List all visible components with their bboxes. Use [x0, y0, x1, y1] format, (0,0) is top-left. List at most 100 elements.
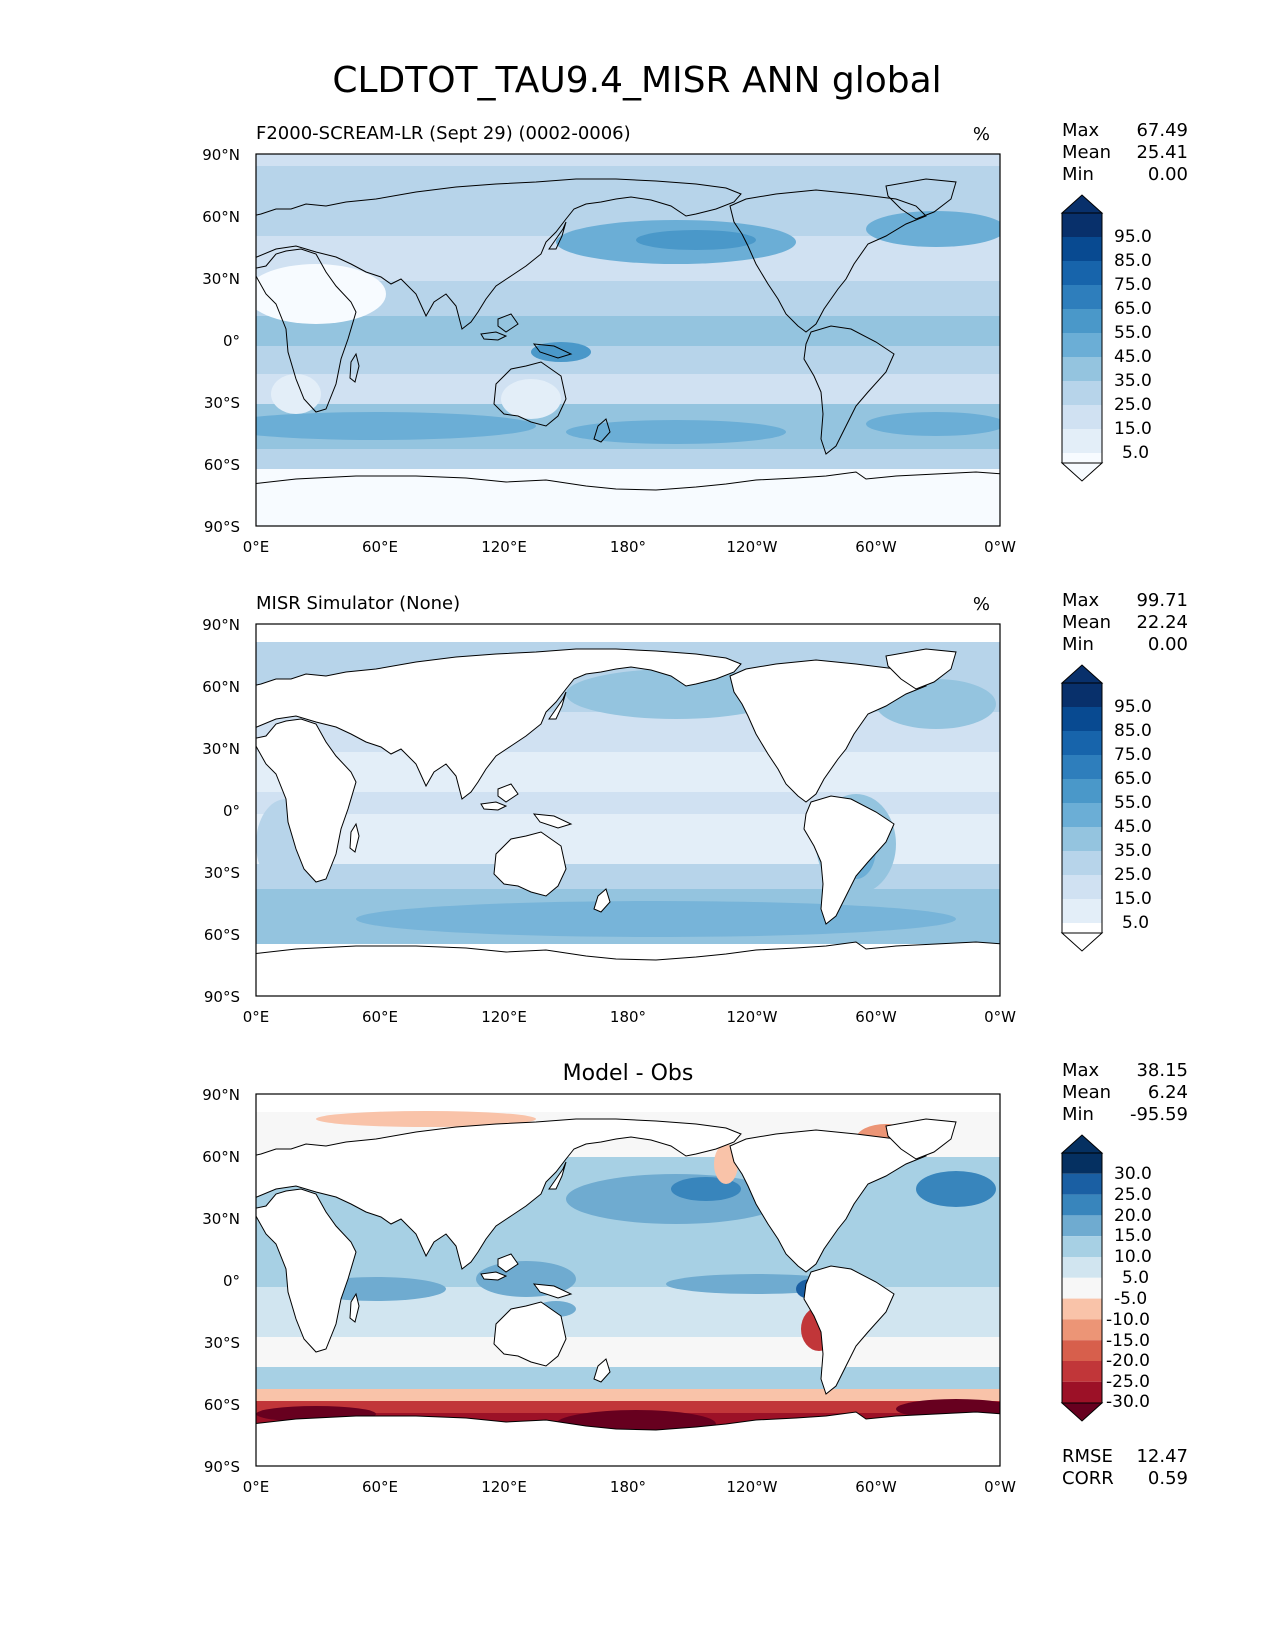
- colorbar-tick: 10.0: [1114, 1247, 1152, 1267]
- y-tick-label: 90°S: [204, 518, 240, 536]
- colorbar-tick: 15.0: [1114, 419, 1152, 439]
- y-tick-label: 30°S: [204, 394, 240, 412]
- map-field: [256, 1094, 1000, 1466]
- colorbar-tick: 85.0: [1114, 721, 1152, 741]
- y-tick-label: 90°S: [204, 988, 240, 1006]
- colorbar-tick: 55.0: [1114, 323, 1152, 343]
- stat-max-value: 99.71: [1136, 590, 1188, 611]
- colorbar-extend-bottom: [1060, 1402, 1104, 1422]
- stat-mean-value: 25.41: [1136, 142, 1188, 163]
- stat-min-value: 0.00: [1148, 164, 1188, 185]
- colorbar-tick: 75.0: [1114, 745, 1152, 765]
- x-tick-label: 0°W: [984, 1008, 1016, 1026]
- stat-max-label: Max: [1062, 120, 1100, 141]
- x-axis: 0°E 60°E 120°E 180° 120°W 60°W 0°W: [243, 1478, 1016, 1496]
- stat-min-value: -95.59: [1130, 1104, 1188, 1125]
- y-tick-label: 90°N: [202, 146, 240, 164]
- y-tick-label: 30°S: [204, 864, 240, 882]
- colorbar-tick: -10.0: [1106, 1310, 1150, 1330]
- x-tick-label: 120°E: [481, 538, 527, 556]
- x-tick-label: 0°W: [984, 538, 1016, 556]
- colorbar-tick: 20.0: [1114, 1206, 1152, 1226]
- stat-mean-value: 22.24: [1136, 612, 1188, 633]
- x-tick-label: 120°E: [481, 1478, 527, 1496]
- y-axis: 90°N 60°N 30°N 0° 30°S 60°S 90°S: [202, 146, 240, 536]
- x-tick-label: 60°W: [855, 1008, 897, 1026]
- y-tick-label: 90°S: [204, 1458, 240, 1476]
- x-tick-label: 120°E: [481, 1008, 527, 1026]
- colorbar-extend-top: [1060, 194, 1104, 214]
- colorbar-tick: 75.0: [1114, 275, 1152, 295]
- colorbar-tick: 15.0: [1114, 889, 1152, 909]
- y-tick-label: 30°N: [202, 1210, 240, 1228]
- y-tick-label: 60°S: [204, 1396, 240, 1414]
- colorbar-tick: -15.0: [1106, 1331, 1150, 1351]
- corr-value: 0.59: [1148, 1468, 1188, 1489]
- stat-mean-value: 6.24: [1148, 1082, 1188, 1103]
- metrics-block: RMSE 12.47 CORR 0.59: [1062, 1446, 1188, 1489]
- x-tick-label: 0°E: [243, 538, 270, 556]
- colorbar-tick: 55.0: [1114, 793, 1152, 813]
- stat-mean-label: Mean: [1062, 142, 1111, 163]
- colorbar-tick: 25.0: [1114, 1185, 1152, 1205]
- stat-min-label: Min: [1062, 1104, 1094, 1125]
- stat-max-label: Max: [1062, 1060, 1100, 1081]
- panel-title: Model - Obs: [563, 1061, 694, 1086]
- colorbar-tick: -25.0: [1106, 1372, 1150, 1392]
- colorbar-tick: 30.0: [1114, 1164, 1152, 1184]
- stat-mean-label: Mean: [1062, 612, 1111, 633]
- y-tick-label: 60°N: [202, 1148, 240, 1166]
- colorbar-tick: 45.0: [1114, 347, 1152, 367]
- stat-max-label: Max: [1062, 590, 1100, 611]
- x-tick-label: 180°: [610, 1478, 646, 1496]
- panel-reference: MISR Simulator (None) %: [202, 590, 1188, 1026]
- y-tick-label: 60°N: [202, 678, 240, 696]
- colorbar-tick: 85.0: [1114, 251, 1152, 271]
- stat-min-value: 0.00: [1148, 634, 1188, 655]
- colorbar-tick: 25.0: [1114, 395, 1152, 415]
- stat-max-value: 67.49: [1136, 120, 1188, 141]
- stat-max-value: 38.15: [1136, 1060, 1188, 1081]
- y-tick-label: 90°N: [202, 616, 240, 634]
- colorbar-tick: 35.0: [1114, 371, 1152, 391]
- colorbar-extend-bottom: [1060, 462, 1104, 482]
- colorbar: 30.0 25.0 20.0 15.0 10.0 5.0 -5.0 -10.0 …: [1060, 1134, 1152, 1422]
- y-tick-label: 90°N: [202, 1086, 240, 1104]
- corr-label: CORR: [1062, 1468, 1114, 1489]
- colorbar-tick: 15.0: [1114, 1226, 1152, 1246]
- panel-title: F2000-SCREAM-LR (Sept 29) (0002-0006): [256, 123, 631, 144]
- y-axis: 90°N 60°N 30°N 0° 30°S 60°S 90°S: [202, 1086, 240, 1476]
- rmse-label: RMSE: [1062, 1446, 1113, 1467]
- x-tick-label: 0°E: [243, 1008, 270, 1026]
- y-tick-label: 0°: [223, 802, 240, 820]
- colorbar-tick: 25.0: [1114, 865, 1152, 885]
- x-tick-label: 60°E: [362, 1008, 398, 1026]
- colorbar-tick: 5.0: [1122, 443, 1149, 463]
- figure-title: CLDTOT_TAU9.4_MISR ANN global: [332, 60, 941, 101]
- colorbar: 95.0 85.0 75.0 65.0 55.0 45.0 35.0 25.0 …: [1060, 664, 1152, 952]
- x-tick-label: 60°W: [855, 1478, 897, 1496]
- stats-block: Max 38.15 Mean 6.24 Min -95.59: [1062, 1060, 1188, 1125]
- y-tick-label: 60°S: [204, 456, 240, 474]
- y-tick-label: 30°N: [202, 740, 240, 758]
- stats-block: Max 99.71 Mean 22.24 Min 0.00: [1062, 590, 1188, 655]
- units-label: %: [973, 124, 990, 145]
- x-tick-label: 120°W: [727, 538, 778, 556]
- colorbar-tick: -30.0: [1106, 1392, 1150, 1412]
- colorbar-tick: 35.0: [1114, 841, 1152, 861]
- y-tick-label: 0°: [223, 1272, 240, 1290]
- colorbar: 95.0 85.0 75.0 65.0 55.0 45.0 35.0 25.0 …: [1060, 194, 1152, 482]
- colorbar-tick: -20.0: [1106, 1351, 1150, 1371]
- colorbar-tick: 5.0: [1122, 913, 1149, 933]
- colorbar-tick: 5.0: [1122, 1268, 1149, 1288]
- colorbar-tick: 65.0: [1114, 769, 1152, 789]
- x-tick-label: 60°E: [362, 1478, 398, 1496]
- x-tick-label: 180°: [610, 1008, 646, 1026]
- x-tick-label: 180°: [610, 538, 646, 556]
- stat-min-label: Min: [1062, 164, 1094, 185]
- colorbar-tick: 65.0: [1114, 299, 1152, 319]
- x-axis: 0°E 60°E 120°E 180° 120°W 60°W 0°W: [243, 1008, 1016, 1026]
- x-tick-label: 60°E: [362, 538, 398, 556]
- x-axis: 0°E 60°E 120°E 180° 120°W 60°W 0°W: [243, 538, 1016, 556]
